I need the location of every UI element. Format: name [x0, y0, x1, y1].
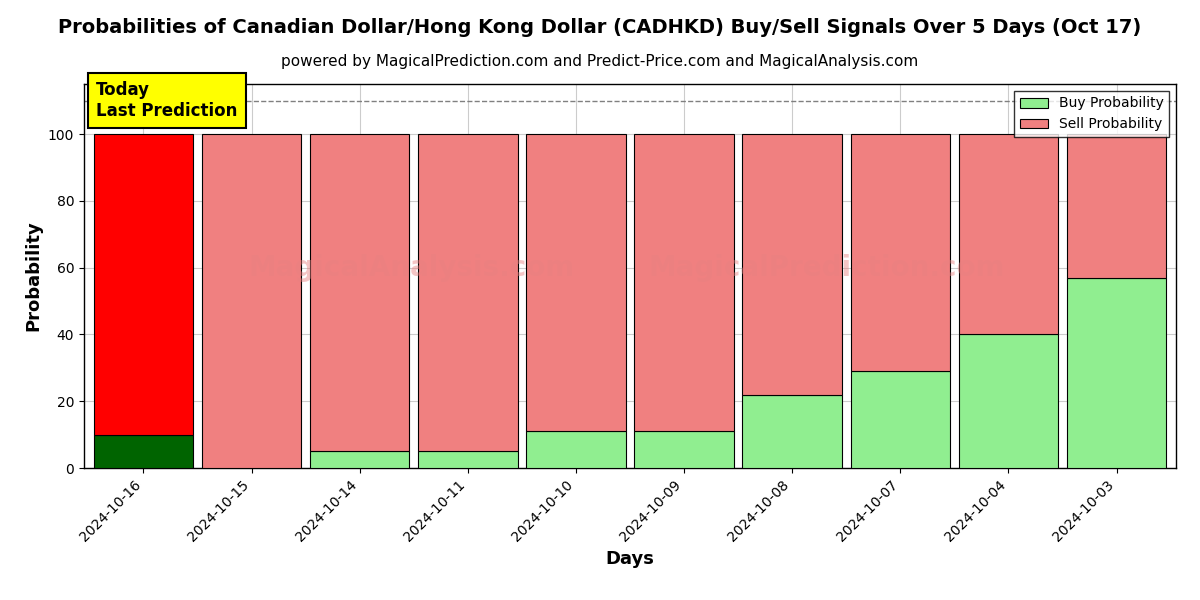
Bar — [635, 431, 733, 468]
Bar — [743, 134, 842, 395]
Bar — [310, 451, 409, 468]
Bar — [851, 371, 950, 468]
Bar — [959, 334, 1058, 468]
Text: Probabilities of Canadian Dollar/Hong Kong Dollar (CADHKD) Buy/Sell Signals Over: Probabilities of Canadian Dollar/Hong Ko… — [59, 18, 1141, 37]
Text: Today
Last Prediction: Today Last Prediction — [96, 81, 238, 120]
Bar — [202, 134, 301, 468]
Text: MagicalPrediction.com: MagicalPrediction.com — [648, 254, 1004, 283]
X-axis label: Days: Days — [606, 550, 654, 568]
Bar — [94, 134, 193, 434]
Legend: Buy Probability, Sell Probability: Buy Probability, Sell Probability — [1014, 91, 1169, 137]
Bar — [527, 134, 625, 431]
Bar — [94, 434, 193, 468]
Bar — [418, 451, 517, 468]
Bar — [959, 134, 1058, 334]
Bar — [1067, 278, 1166, 468]
Bar — [743, 395, 842, 468]
Bar — [527, 431, 625, 468]
Bar — [1067, 134, 1166, 278]
Bar — [635, 134, 733, 431]
Y-axis label: Probability: Probability — [24, 221, 42, 331]
Bar — [310, 134, 409, 451]
Bar — [418, 134, 517, 451]
Text: powered by MagicalPrediction.com and Predict-Price.com and MagicalAnalysis.com: powered by MagicalPrediction.com and Pre… — [281, 54, 919, 69]
Bar — [851, 134, 950, 371]
Text: MagicalAnalysis.com: MagicalAnalysis.com — [248, 254, 575, 283]
